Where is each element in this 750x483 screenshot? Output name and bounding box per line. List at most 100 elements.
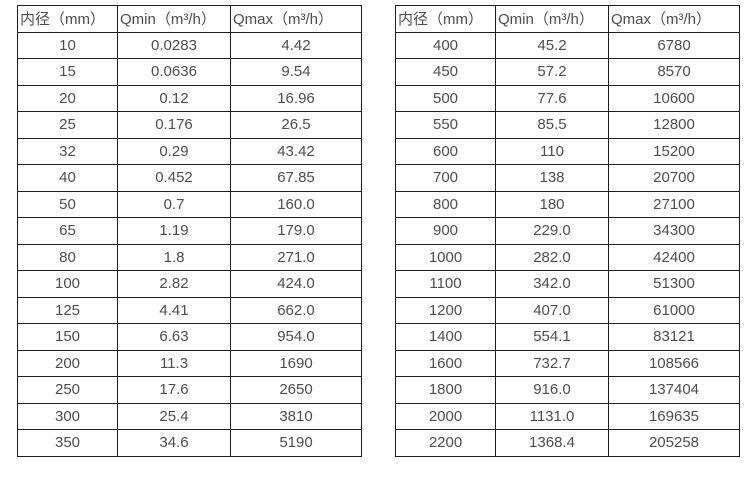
table-cell: 2200 — [395, 429, 496, 457]
table-cell: 500 — [395, 84, 496, 112]
table-cell: 0.12 — [117, 84, 231, 112]
table-row: 1000 282.0 42400 — [395, 243, 740, 271]
table-row: 400 45.2 6780 — [395, 31, 740, 59]
table-cell: 6.63 — [117, 323, 231, 351]
table-cell: 6780 — [608, 31, 740, 59]
table-cell: 350 — [17, 429, 118, 457]
table-cell: 57.2 — [495, 58, 609, 86]
table-cell: 40 — [17, 164, 118, 192]
column-header-diameter: 内径（mm） — [395, 5, 496, 33]
column-header-diameter: 内径（mm） — [17, 5, 118, 33]
table-cell: 205258 — [608, 429, 740, 457]
table-cell: 16.96 — [230, 84, 362, 112]
table-cell: 732.7 — [495, 349, 609, 377]
flow-table-right: 内径（mm） Qmin（m³/h） Qmax（m³/h） 400 45.2 6780… — [395, 5, 740, 457]
table-cell: 34.6 — [117, 429, 231, 457]
table-cell: 12800 — [608, 111, 740, 139]
table-cell: 1100 — [395, 270, 496, 298]
column-header-qmax: Qmax（m³/h） — [608, 5, 740, 33]
table-cell: 45.2 — [495, 31, 609, 59]
table-cell: 43.42 — [230, 137, 362, 165]
flow-tables-container: 内径（mm） Qmin（m³/h） Qmax（m³/h） 10 0.0283 4.4… — [17, 5, 740, 457]
table-cell: 450 — [395, 58, 496, 86]
table-cell: 900 — [395, 217, 496, 245]
table-row: 500 77.6 10600 — [395, 84, 740, 112]
table-cell: 15 — [17, 58, 118, 86]
table-cell: 85.5 — [495, 111, 609, 139]
table-cell: 554.1 — [495, 323, 609, 351]
header-row: 内径（mm） Qmin（m³/h） Qmax（m³/h） — [17, 5, 362, 33]
table-cell: 4.41 — [117, 296, 231, 324]
table-row: 1200 407.0 61000 — [395, 296, 740, 324]
table-cell: 0.0283 — [117, 31, 231, 59]
table-cell: 125 — [17, 296, 118, 324]
column-header-qmin: Qmin（m³/h） — [117, 5, 231, 33]
table-cell: 110 — [495, 137, 609, 165]
table-cell: 5190 — [230, 429, 362, 457]
table-cell: 2.82 — [117, 270, 231, 298]
table-row: 1100 342.0 51300 — [395, 270, 740, 298]
table-row: 700 138 20700 — [395, 164, 740, 192]
table-row: 900 229.0 34300 — [395, 217, 740, 245]
table-row: 450 57.2 8570 — [395, 58, 740, 86]
table-cell: 10 — [17, 31, 118, 59]
table-cell: 108566 — [608, 349, 740, 377]
table-cell: 916.0 — [495, 376, 609, 404]
table-cell: 77.6 — [495, 84, 609, 112]
table-cell: 424.0 — [230, 270, 362, 298]
table-row: 40 0.452 67.85 — [17, 164, 362, 192]
table-cell: 15200 — [608, 137, 740, 165]
table-cell: 169635 — [608, 402, 740, 430]
table-cell: 1.8 — [117, 243, 231, 271]
table-cell: 11.3 — [117, 349, 231, 377]
column-header-qmax: Qmax（m³/h） — [230, 5, 362, 33]
table-cell: 1690 — [230, 349, 362, 377]
table-cell: 20700 — [608, 164, 740, 192]
table-cell: 0.7 — [117, 190, 231, 218]
table-row: 350 34.6 5190 — [17, 429, 362, 457]
table-cell: 3810 — [230, 402, 362, 430]
table-row: 65 1.19 179.0 — [17, 217, 362, 245]
table-row: 25 0.176 26.5 — [17, 111, 362, 139]
table-cell: 2000 — [395, 402, 496, 430]
table-cell: 250 — [17, 376, 118, 404]
table-row: 32 0.29 43.42 — [17, 137, 362, 165]
table-cell: 342.0 — [495, 270, 609, 298]
table-row: 15 0.0636 9.54 — [17, 58, 362, 86]
table-body: 10 0.0283 4.42 15 0.0636 9.54 20 0.12 16.96 25 0.1… — [17, 31, 362, 457]
table-cell: 271.0 — [230, 243, 362, 271]
table-row: 80 1.8 271.0 — [17, 243, 362, 271]
table-cell: 179.0 — [230, 217, 362, 245]
table-cell: 83121 — [608, 323, 740, 351]
table-cell: 1800 — [395, 376, 496, 404]
table-cell: 51300 — [608, 270, 740, 298]
table-cell: 50 — [17, 190, 118, 218]
table-cell: 1131.0 — [495, 402, 609, 430]
table-cell: 27100 — [608, 190, 740, 218]
table-cell: 17.6 — [117, 376, 231, 404]
table-cell: 600 — [395, 137, 496, 165]
table-row: 550 85.5 12800 — [395, 111, 740, 139]
table-cell: 65 — [17, 217, 118, 245]
table-cell: 25.4 — [117, 402, 231, 430]
table-cell: 25 — [17, 111, 118, 139]
table-row: 150 6.63 954.0 — [17, 323, 362, 351]
table-cell: 1.19 — [117, 217, 231, 245]
table-cell: 2650 — [230, 376, 362, 404]
table-cell: 0.0636 — [117, 58, 231, 86]
table-cell: 282.0 — [495, 243, 609, 271]
table-cell: 9.54 — [230, 58, 362, 86]
table-cell: 180 — [495, 190, 609, 218]
table-cell: 8570 — [608, 58, 740, 86]
table-cell: 1200 — [395, 296, 496, 324]
table-cell: 150 — [17, 323, 118, 351]
table-cell: 0.176 — [117, 111, 231, 139]
table-cell: 1400 — [395, 323, 496, 351]
table-cell: 61000 — [608, 296, 740, 324]
table-row: 50 0.7 160.0 — [17, 190, 362, 218]
table-cell: 662.0 — [230, 296, 362, 324]
table-cell: 229.0 — [495, 217, 609, 245]
table-cell: 300 — [17, 402, 118, 430]
table-row: 10 0.0283 4.42 — [17, 31, 362, 59]
